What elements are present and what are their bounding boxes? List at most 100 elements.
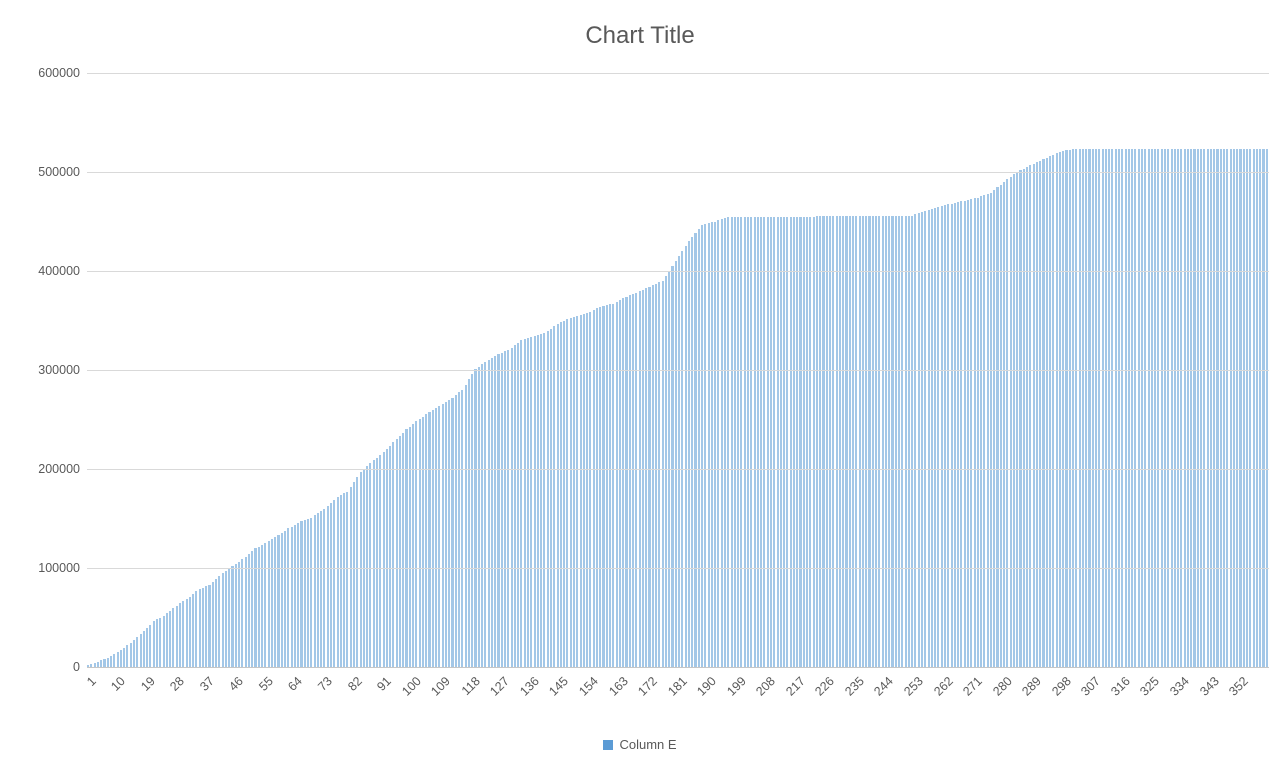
bar [1114, 149, 1117, 667]
bar [415, 421, 418, 667]
bar [664, 275, 667, 667]
bar [405, 429, 408, 667]
bar [661, 280, 664, 667]
bar [1055, 153, 1058, 667]
y-axis-label: 500000 [38, 165, 80, 179]
bar [1019, 170, 1022, 667]
bar [494, 356, 497, 667]
bar [576, 315, 579, 667]
bar [917, 213, 920, 667]
bar [1124, 149, 1127, 667]
bar [1180, 149, 1183, 667]
bar [842, 216, 845, 667]
bar [389, 445, 392, 667]
bar [901, 215, 904, 667]
bar [1039, 160, 1042, 667]
bar [920, 211, 924, 667]
bar [1157, 149, 1160, 667]
bar [973, 198, 976, 667]
bar [806, 216, 809, 667]
bar [1200, 149, 1203, 667]
bar [1111, 149, 1114, 667]
bar [132, 640, 136, 667]
bar [947, 204, 950, 667]
bar [1088, 149, 1091, 667]
bar [802, 216, 805, 667]
bar [247, 553, 250, 667]
bar [622, 298, 625, 667]
bar [1252, 149, 1255, 667]
bar [244, 556, 247, 667]
bar [986, 193, 989, 667]
bar [458, 392, 461, 667]
bar [382, 452, 385, 667]
bar [1104, 149, 1107, 667]
bar [1265, 149, 1268, 667]
bar [507, 350, 510, 667]
bar [175, 605, 178, 667]
bar [313, 515, 316, 667]
bar [270, 539, 273, 667]
bar [697, 229, 700, 667]
bar [451, 397, 454, 667]
bar [1098, 149, 1101, 667]
bar [976, 197, 979, 667]
bar [720, 219, 723, 667]
bar [1154, 149, 1157, 667]
bar [300, 521, 303, 667]
bar [809, 216, 812, 667]
bar [297, 523, 300, 667]
bar [934, 207, 937, 667]
bar [474, 369, 477, 667]
bar [1249, 149, 1252, 667]
bar [1029, 165, 1032, 667]
bar [136, 637, 139, 667]
bar [773, 216, 776, 667]
bar [1239, 149, 1242, 667]
bar [595, 308, 598, 667]
bar [221, 572, 224, 667]
bar [632, 294, 635, 667]
bar [582, 313, 585, 667]
bar [192, 593, 195, 667]
bar [737, 216, 740, 667]
bar [1163, 149, 1167, 667]
bar [888, 215, 891, 667]
bar [655, 283, 658, 667]
bar [723, 217, 727, 667]
bar [691, 237, 694, 667]
bar [392, 442, 395, 667]
bar [1262, 149, 1265, 667]
bar [829, 216, 832, 667]
bar [113, 653, 116, 667]
bar [1012, 174, 1015, 667]
bar [884, 215, 887, 667]
bar [789, 216, 792, 667]
bar [855, 216, 858, 667]
bar [678, 256, 681, 667]
bar [448, 399, 451, 667]
bar [103, 659, 106, 667]
bar [546, 331, 549, 667]
bar [238, 562, 241, 667]
bar [277, 535, 280, 667]
bar [1045, 157, 1048, 667]
bar [1003, 181, 1006, 667]
bar [700, 225, 704, 667]
y-gridline [87, 568, 1269, 569]
bar [599, 306, 602, 667]
bar [868, 215, 871, 667]
bar [218, 575, 221, 667]
bar [428, 411, 431, 667]
bar [983, 195, 986, 667]
bar [326, 505, 329, 667]
bar [930, 208, 933, 667]
bar [369, 463, 372, 667]
bar [1213, 149, 1216, 667]
bar [1117, 149, 1121, 667]
bar [1147, 149, 1150, 667]
bar [155, 619, 159, 667]
bar [116, 651, 119, 667]
bar [464, 384, 467, 667]
bar [438, 405, 441, 667]
